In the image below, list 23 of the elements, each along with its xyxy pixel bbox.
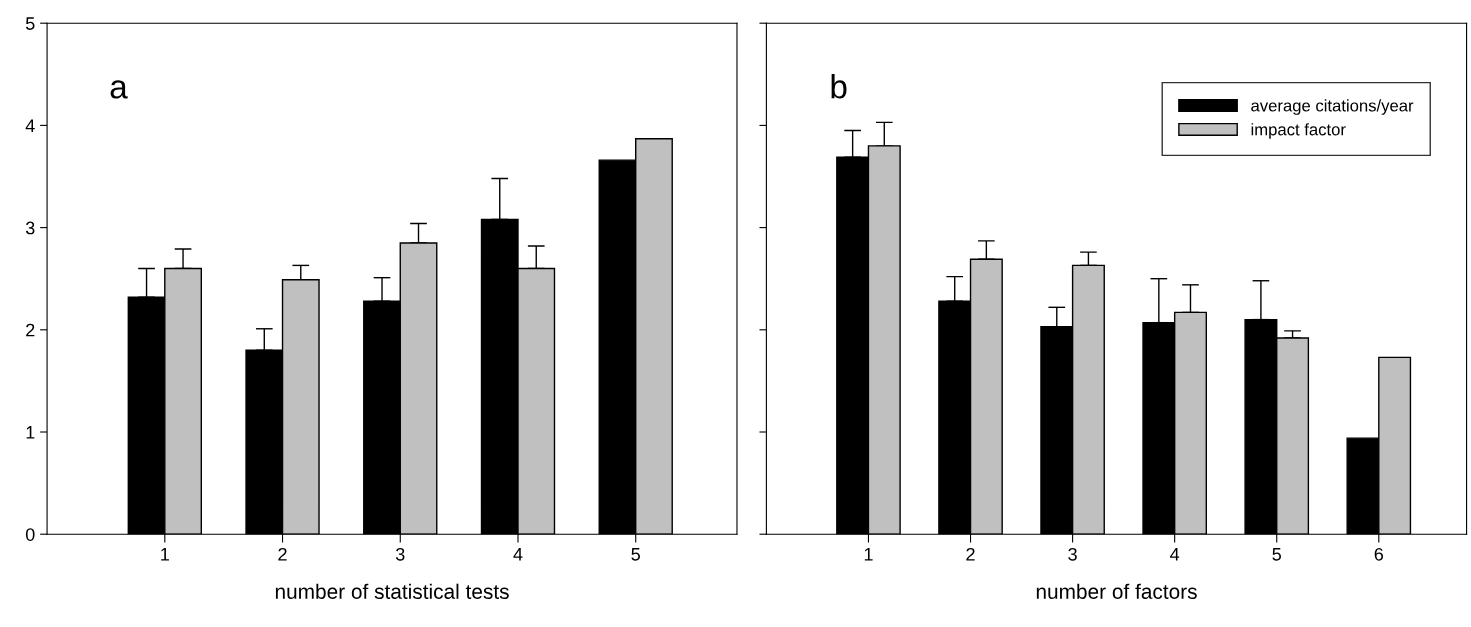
x-tick-label: 4: [1170, 548, 1180, 561]
x-axis-title: number of statistical tests: [275, 583, 509, 599]
annotation: a: [110, 80, 128, 99]
x-tick-label: 2: [278, 547, 287, 561]
x-axis-title: number of factors: [1036, 583, 1197, 599]
x-tick-label: 3: [1068, 547, 1077, 561]
x-tick-label: 3: [395, 547, 405, 561]
y-tick-label: 4: [25, 119, 35, 132]
x-tick-label: 5: [1272, 548, 1281, 561]
x-tick-label: 2: [966, 547, 975, 561]
x-tick-label: 1: [161, 548, 169, 561]
x-tick-label: 5: [631, 548, 640, 561]
x-tick-label: 4: [513, 548, 523, 561]
x-tick-label: 1: [864, 548, 873, 561]
annotation: b: [831, 74, 847, 99]
y-tick-label: 5: [25, 17, 35, 30]
y-tick-label: 2: [26, 323, 35, 337]
y-tick-label: 0: [25, 528, 35, 541]
legend-label: average citations/year: [1251, 99, 1414, 115]
x-tick-label: 6: [1374, 547, 1384, 561]
y-tick-label: 3: [25, 221, 35, 235]
legend-label: impact factor: [1251, 123, 1346, 139]
y-tick-label: 1: [26, 426, 35, 439]
